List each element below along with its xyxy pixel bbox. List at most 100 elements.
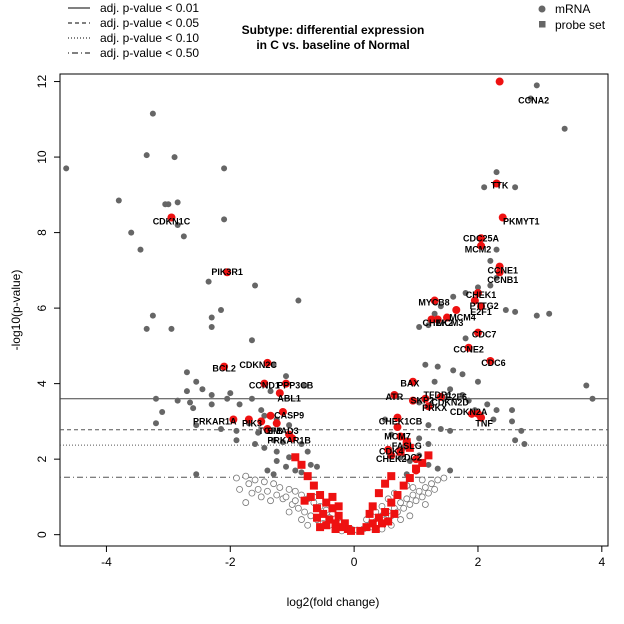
gene-label: MCM3 [437, 318, 464, 328]
gene-label: E2F6 [446, 392, 468, 402]
gene-label: MYC [418, 297, 439, 307]
probe-set-point [399, 481, 408, 490]
mrna-point [388, 431, 395, 438]
marker-legend: mRNA probe set [538, 2, 606, 32]
mrna-point [307, 461, 314, 468]
highlight-mrna-point [272, 419, 281, 428]
legend-solid-label: adj. p-value < 0.01 [100, 1, 199, 15]
highlight-mrna-point [257, 417, 266, 426]
highlight-mrna-point [288, 434, 297, 443]
probe-set-point [325, 515, 334, 524]
highlight-mrna-point [495, 77, 504, 86]
open-point [254, 485, 262, 493]
open-point [415, 487, 423, 495]
mrna-point [270, 361, 277, 368]
mrna-point [425, 441, 432, 448]
mrna-point [236, 401, 243, 408]
chart-title-line-2: in C vs. baseline of Normal [256, 38, 409, 52]
open-point [418, 476, 426, 484]
probe-set-point [384, 517, 393, 526]
mrna-point [248, 337, 255, 344]
gene-label: CCNA2 [518, 95, 549, 105]
mrna-point [512, 437, 519, 444]
probe-set-point [371, 525, 380, 534]
probe-set-point [387, 472, 396, 481]
highlight-mrna-point [477, 241, 486, 250]
highlight-mrna-point [408, 377, 417, 386]
gene-label: PRKAR1B [267, 435, 311, 445]
gene-label: CHEK2 [422, 318, 453, 328]
highlight-mrna-point [452, 306, 461, 314]
mrna-point [416, 435, 423, 442]
highlight-mrna-point [477, 302, 486, 311]
mrna-point [149, 110, 156, 117]
probe-set-point [303, 472, 312, 481]
highlight-mrna-point [473, 289, 482, 298]
gene-label: SKP2 [410, 396, 434, 406]
highlight-mrna-point [430, 296, 439, 305]
probe-set-point [331, 519, 340, 528]
gene-label: CDKN2A [450, 407, 488, 417]
probe-set-point [300, 496, 309, 505]
mrna-point [459, 371, 466, 378]
mrna-point [273, 448, 280, 455]
mrna-point [437, 425, 444, 432]
open-point [298, 516, 305, 523]
y-tick-label: 10 [35, 150, 49, 164]
mrna-point [63, 165, 70, 172]
probe-set-point [362, 523, 371, 532]
mrna-point [450, 367, 457, 374]
mrna-point [447, 427, 454, 434]
highlight-mrna-point [464, 343, 473, 352]
gene-label: PKMYT1 [503, 216, 540, 226]
mrna-point [286, 454, 293, 461]
probe-set-point [306, 492, 315, 501]
open-point [307, 512, 315, 520]
y-tick-label: 6 [35, 304, 49, 311]
open-point [403, 495, 411, 503]
mrna-point [437, 303, 444, 310]
probe-set-point [374, 513, 383, 522]
mrna-point [227, 390, 234, 397]
highlight-mrna-point [275, 389, 284, 398]
highlight-mrna-point [486, 356, 495, 365]
mrna-point [115, 197, 122, 204]
probe-set-point [291, 453, 300, 462]
mrna-point [450, 293, 457, 300]
open-point [294, 504, 302, 512]
mrna-point [533, 82, 540, 89]
mrna-point [313, 463, 320, 470]
highlight-mrna-point [498, 213, 507, 222]
mrna-point [255, 429, 262, 436]
highlight-mrna-point [427, 315, 436, 324]
mrna-point [583, 382, 590, 389]
gene-label: PIK3R1 [211, 267, 243, 277]
highlight-mrna-point [421, 394, 430, 403]
highlight-mrna-point [412, 466, 421, 475]
probe-set-point [390, 509, 399, 518]
open-point [273, 491, 281, 499]
probe-set-point [368, 519, 377, 528]
gene-label: PIK3 [242, 418, 262, 428]
open-point [425, 489, 432, 497]
highlight-mrna-point [393, 413, 402, 422]
gene-labels: CCNA2TTKPKMYT1CDC25AMCM2CCNE1CCNB1CHEK1P… [153, 95, 550, 464]
gene-label: CCND1 [249, 381, 280, 391]
probe-set-point [334, 511, 343, 520]
open-point [400, 504, 408, 512]
mrna-point [434, 363, 441, 370]
legend-mrna-circle [538, 5, 546, 13]
mrna-point [474, 284, 481, 291]
highlight-mrna-point [220, 362, 229, 371]
x-tick-label: -2 [225, 555, 236, 569]
mrna-point [261, 444, 268, 451]
open-point [233, 474, 240, 482]
mrna-point [252, 282, 259, 289]
mrna-point [431, 310, 438, 317]
highlight-mrna-point [408, 396, 417, 405]
open-point [412, 497, 420, 505]
open-point [282, 493, 290, 501]
open-point [428, 480, 435, 488]
highlight-mrna-point [278, 407, 287, 416]
open-point [418, 493, 426, 501]
